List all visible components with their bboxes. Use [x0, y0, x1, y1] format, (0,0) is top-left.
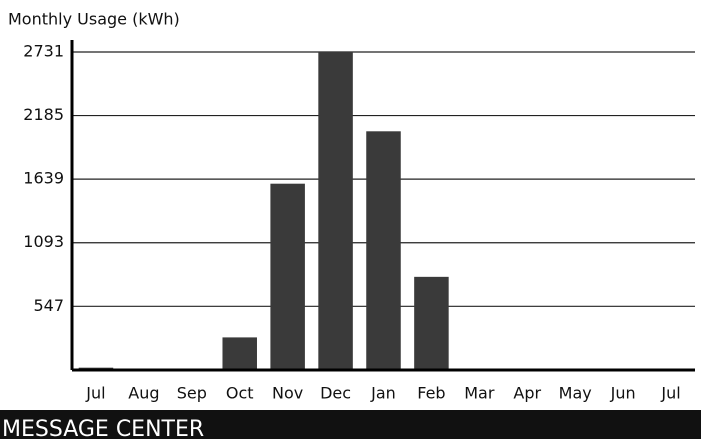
x-tick-label: May: [559, 384, 592, 403]
x-tick-label: Jul: [85, 384, 105, 403]
y-tick-label: 1093: [23, 232, 64, 251]
bar: [366, 131, 401, 370]
x-tick-label: Jul: [660, 384, 680, 403]
x-tick-label: Jan: [370, 384, 396, 403]
x-tick-label: Apr: [513, 384, 541, 403]
bar: [222, 337, 257, 370]
x-tick-label: Feb: [417, 384, 445, 403]
x-tick-label: Jun: [610, 384, 636, 403]
bar: [318, 52, 353, 370]
y-tick-label: 2185: [23, 105, 64, 124]
x-tick-label: Dec: [320, 384, 351, 403]
page: Monthly Usage (kWh) MESSAGE CENTER 547 10…: [0, 0, 701, 439]
bar: [270, 184, 305, 370]
y-tick-label: 1639: [23, 169, 64, 188]
x-tick-label: Sep: [177, 384, 207, 403]
y-tick-label: 2731: [23, 42, 64, 61]
message-center-title: MESSAGE CENTER: [2, 417, 204, 439]
chart: Monthly Usage (kWh) MESSAGE CENTER 547 10…: [0, 0, 701, 439]
x-tick-label: Aug: [128, 384, 159, 403]
x-tick-label: Nov: [272, 384, 303, 403]
bar: [414, 277, 449, 370]
x-tick-label: Oct: [226, 384, 254, 403]
chart-title: Monthly Usage (kWh): [8, 10, 180, 29]
x-tick-label: Mar: [464, 384, 495, 403]
y-tick-label: 547: [33, 296, 64, 315]
